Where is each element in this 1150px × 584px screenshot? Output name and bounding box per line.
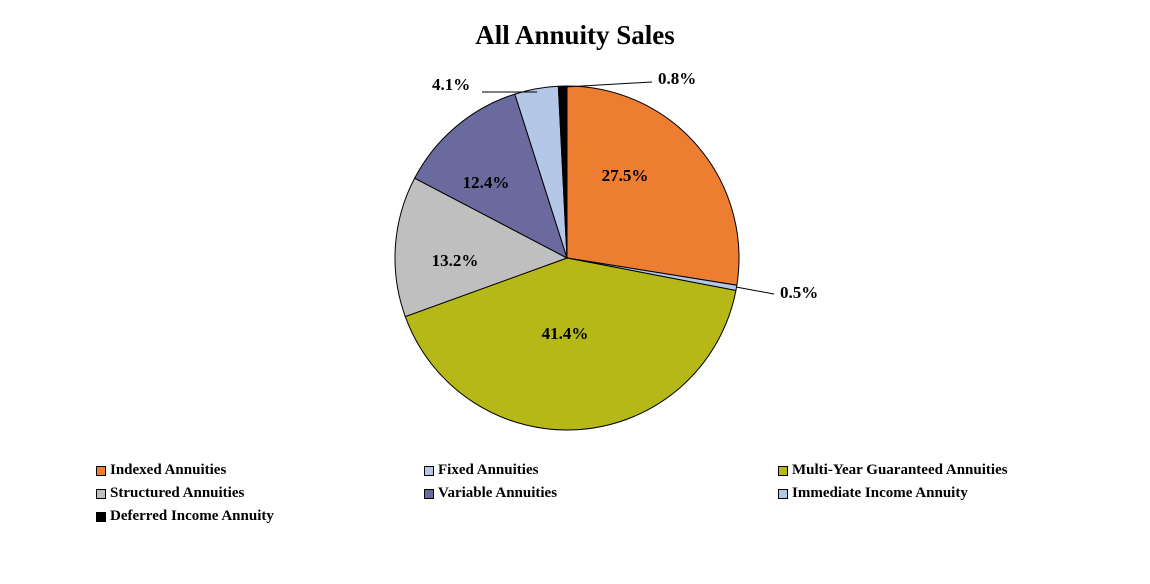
legend-item: Structured Annuities bbox=[96, 484, 424, 503]
legend-item: Immediate Income Annuity bbox=[778, 484, 1096, 503]
legend-label: Variable Annuities bbox=[438, 485, 558, 501]
slice-labels: 27.5% 0.5% 41.4% 13.2% 12.4% 4.1% 0.8% bbox=[432, 69, 819, 343]
pie-slice-deferred-income-annuity bbox=[557, 85, 568, 259]
slice-label: 12.4% bbox=[463, 173, 510, 192]
slice-label: 0.8% bbox=[658, 69, 696, 88]
legend-item: Deferred Income Annuity bbox=[96, 507, 424, 526]
slice-label: 0.5% bbox=[780, 283, 818, 302]
slice-label: 41.4% bbox=[542, 324, 589, 343]
legend-swatch bbox=[96, 465, 106, 476]
slice-label: 13.2% bbox=[432, 251, 479, 270]
pie-chart: 27.5% 0.5% 41.4% 13.2% 12.4% 4.1% 0.8% bbox=[394, 69, 819, 431]
legend-item: Indexed Annuities bbox=[96, 461, 424, 480]
leader-line bbox=[564, 81, 653, 88]
legend-label: Structured Annuities bbox=[110, 485, 245, 501]
leader-line bbox=[735, 286, 775, 295]
legend-label: Immediate Income Annuity bbox=[792, 485, 968, 501]
legend-label: Fixed Annuities bbox=[438, 462, 539, 478]
pie-slice-multi-year-guaranteed-annuities bbox=[404, 257, 737, 431]
chart-title: All Annuity Sales bbox=[475, 20, 675, 50]
pie-slice-variable-annuities bbox=[413, 93, 568, 260]
pie-slice-structured-annuities bbox=[394, 177, 569, 318]
legend-item: Fixed Annuities bbox=[424, 461, 778, 480]
legend-label: Deferred Income Annuity bbox=[110, 508, 274, 524]
legend-swatch bbox=[778, 465, 788, 476]
leader-lines bbox=[482, 81, 775, 295]
legend-swatch bbox=[778, 488, 788, 499]
legend-swatch bbox=[96, 488, 106, 499]
legend-label: Indexed Annuities bbox=[110, 462, 227, 478]
legend-swatch bbox=[424, 488, 434, 499]
legend-swatch bbox=[96, 511, 106, 522]
pie-slices bbox=[394, 85, 740, 431]
legend: Indexed Annuities Fixed Annuities Multi-Ye… bbox=[96, 461, 1096, 526]
legend-item: Multi-Year Guaranteed Annuities bbox=[778, 461, 1096, 480]
slice-label: 27.5% bbox=[602, 166, 649, 185]
legend-item: Variable Annuities bbox=[424, 484, 778, 503]
slice-label: 4.1% bbox=[432, 75, 470, 94]
pie-slice-indexed-annuities bbox=[566, 85, 740, 286]
legend-swatch bbox=[424, 465, 434, 476]
legend-label: Multi-Year Guaranteed Annuities bbox=[792, 462, 1008, 478]
